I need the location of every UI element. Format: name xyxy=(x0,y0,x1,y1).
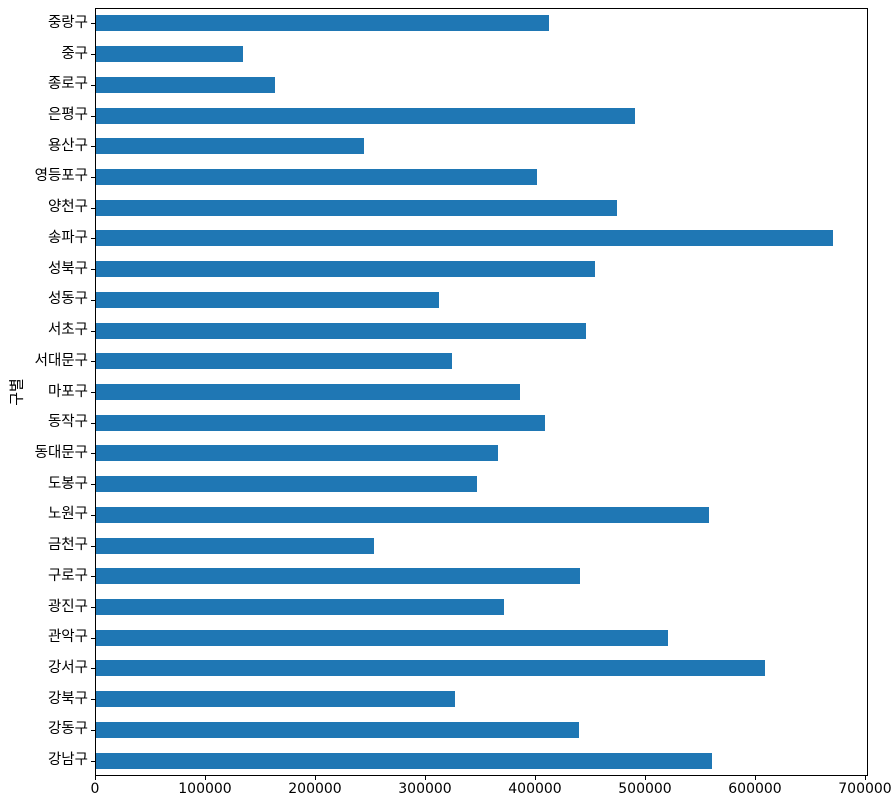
y-tick-mark xyxy=(91,300,95,301)
x-tick-label: 300000 xyxy=(398,781,452,797)
bar xyxy=(96,322,586,339)
y-tick-label: 강동구 xyxy=(47,721,88,737)
y-tick-label: 성동구 xyxy=(47,291,88,307)
y-tick-mark xyxy=(91,515,95,516)
bar xyxy=(96,752,712,769)
y-tick-mark xyxy=(91,607,95,608)
y-tick-label: 종로구 xyxy=(47,76,88,92)
y-tick-mark xyxy=(91,238,95,239)
y-tick-mark xyxy=(91,761,95,762)
x-tick-mark xyxy=(865,776,866,780)
y-tick-label: 동작구 xyxy=(47,414,88,430)
y-tick-label: 동대문구 xyxy=(34,445,88,461)
y-tick-mark xyxy=(91,269,95,270)
plot-area xyxy=(95,8,868,776)
y-tick-label: 은평구 xyxy=(47,107,88,123)
bar xyxy=(96,414,545,431)
y-tick-mark xyxy=(91,116,95,117)
y-tick-label: 중랑구 xyxy=(47,15,88,31)
y-tick-label: 강북구 xyxy=(47,691,88,707)
y-tick-mark xyxy=(91,730,95,731)
y-tick-mark xyxy=(91,54,95,55)
x-tick-mark xyxy=(535,776,536,780)
y-tick-label: 성북구 xyxy=(47,261,88,277)
x-tick-label: 400000 xyxy=(508,781,562,797)
x-tick-mark xyxy=(645,776,646,780)
x-tick-label: 600000 xyxy=(728,781,782,797)
x-tick-label: 200000 xyxy=(288,781,342,797)
y-tick-mark xyxy=(91,331,95,332)
y-tick-mark xyxy=(91,208,95,209)
y-tick-label: 도봉구 xyxy=(47,476,88,492)
x-tick-mark xyxy=(425,776,426,780)
bar xyxy=(96,537,374,554)
bar xyxy=(96,599,504,616)
y-tick-label: 금천구 xyxy=(47,537,88,553)
y-tick-mark xyxy=(91,23,95,24)
bar xyxy=(96,107,635,124)
bar xyxy=(96,199,617,216)
bar xyxy=(96,568,580,585)
bar xyxy=(96,138,364,155)
y-tick-mark xyxy=(91,146,95,147)
bar xyxy=(96,445,498,462)
bar xyxy=(96,76,275,93)
bar xyxy=(96,353,452,370)
x-tick-mark xyxy=(755,776,756,780)
y-tick-mark xyxy=(91,85,95,86)
y-tick-label: 강서구 xyxy=(47,660,88,676)
y-tick-mark xyxy=(91,576,95,577)
y-tick-label: 용산구 xyxy=(47,138,88,154)
bar xyxy=(96,384,520,400)
y-tick-mark xyxy=(91,668,95,669)
y-tick-mark xyxy=(91,638,95,639)
bar xyxy=(96,291,439,308)
x-tick-label: 700000 xyxy=(838,781,892,797)
x-tick-mark xyxy=(315,776,316,780)
y-tick-label: 송파구 xyxy=(47,230,88,246)
y-tick-label: 마포구 xyxy=(47,384,88,400)
bar xyxy=(96,261,595,278)
y-tick-mark xyxy=(91,423,95,424)
x-tick-mark xyxy=(95,776,96,780)
bar xyxy=(96,230,833,247)
bar xyxy=(96,46,243,63)
y-tick-label: 영등포구 xyxy=(34,168,88,184)
bar xyxy=(96,629,668,646)
x-tick-label: 100000 xyxy=(178,781,232,797)
y-tick-mark xyxy=(91,484,95,485)
y-tick-mark xyxy=(91,546,95,547)
x-tick-label: 500000 xyxy=(618,781,672,797)
y-tick-mark xyxy=(91,453,95,454)
y-tick-mark xyxy=(91,177,95,178)
bar xyxy=(96,660,765,677)
y-tick-mark xyxy=(91,699,95,700)
bar xyxy=(96,168,537,185)
bar xyxy=(96,476,477,493)
y-tick-label: 구로구 xyxy=(47,568,88,584)
x-tick-mark xyxy=(205,776,206,780)
bar xyxy=(96,15,549,32)
y-tick-label: 노원구 xyxy=(47,506,88,522)
bar xyxy=(96,506,709,523)
y-tick-label: 서대문구 xyxy=(34,353,88,369)
y-tick-label: 중구 xyxy=(61,46,88,62)
bar xyxy=(96,691,455,708)
y-tick-label: 강남구 xyxy=(47,752,88,768)
y-tick-label: 관악구 xyxy=(47,629,88,645)
y-tick-label: 서초구 xyxy=(47,322,88,338)
x-tick-label: 0 xyxy=(90,781,100,797)
y-tick-label: 광진구 xyxy=(47,599,88,615)
y-tick-mark xyxy=(91,392,95,393)
y-tick-mark xyxy=(91,361,95,362)
y-tick-label: 양천구 xyxy=(47,199,88,215)
bar xyxy=(96,721,579,738)
